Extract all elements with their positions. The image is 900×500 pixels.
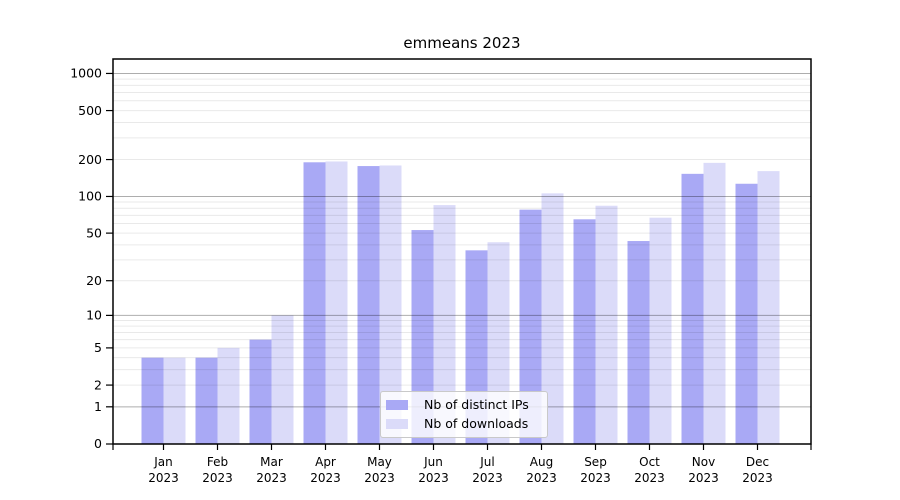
bar-distinct-ips-mar <box>249 339 272 444</box>
x-tick-label-year: 2023 <box>148 471 179 485</box>
bar-distinct-ips-apr <box>303 162 326 445</box>
bar-downloads-dec <box>757 171 780 444</box>
y-axis-tick-label: 50 <box>86 225 102 240</box>
x-tick-label-month: Feb <box>207 455 228 469</box>
x-tick-label-year: 2023 <box>256 471 287 485</box>
x-tick-label-month: Apr <box>315 455 336 469</box>
bar-distinct-ips-feb <box>195 357 218 444</box>
x-tick-label-month: Nov <box>692 455 715 469</box>
x-tick-label-month: Aug <box>530 455 553 469</box>
y-axis-tick-label: 2 <box>94 377 102 392</box>
legend-label-downloads: Nb of downloads <box>424 415 529 431</box>
bar-downloads-may <box>379 165 402 444</box>
bar-distinct-ips-jan <box>141 357 164 444</box>
y-axis-tick-label: 100 <box>78 189 102 204</box>
x-tick-label-year: 2023 <box>364 471 395 485</box>
legend: Nb of distinct IPs Nb of downloads <box>380 391 548 438</box>
x-tick-label-month: Jun <box>423 455 443 469</box>
y-axis-tick-label: 1 <box>94 399 102 414</box>
y-axis-tick-label: 10 <box>86 308 102 323</box>
x-tick-label-year: 2023 <box>634 471 665 485</box>
y-axis-tick-label: 500 <box>78 103 102 118</box>
x-tick-label-month: Jul <box>479 455 494 469</box>
bar-distinct-ips-oct <box>627 241 650 444</box>
y-axis-tick-label: 200 <box>78 152 102 167</box>
bar-downloads-sep <box>595 205 618 444</box>
x-tick-label-year: 2023 <box>418 471 449 485</box>
bar-downloads-nov <box>703 162 726 445</box>
bar-downloads-apr <box>325 161 348 444</box>
x-tick-label-month: Sep <box>584 455 607 469</box>
bar-distinct-ips-nov <box>681 173 704 444</box>
bar-distinct-ips-aug <box>519 209 542 444</box>
x-tick-label-month: Mar <box>260 455 283 469</box>
bar-downloads-feb <box>217 347 240 444</box>
bar-distinct-ips-dec <box>735 183 758 444</box>
y-axis-tick-label: 1000 <box>70 66 102 81</box>
chart-title: emmeans 2023 <box>403 34 521 52</box>
x-tick-label-year: 2023 <box>310 471 341 485</box>
y-axis-tick-label: 0 <box>94 436 102 451</box>
legend-label-distinct-ips: Nb of distinct IPs <box>424 396 529 412</box>
x-tick-label-year: 2023 <box>742 471 773 485</box>
bar-downloads-mar <box>271 315 294 444</box>
plot-frame <box>112 58 812 445</box>
bar-downloads-oct <box>649 217 672 444</box>
bar-downloads-jan <box>163 357 186 444</box>
y-axis-tick-label: 20 <box>86 273 102 288</box>
x-tick-label-year: 2023 <box>688 471 719 485</box>
bar-distinct-ips-jun <box>411 230 434 444</box>
bar-downloads-jun <box>433 205 456 444</box>
x-tick-label-year: 2023 <box>472 471 503 485</box>
bar-downloads-aug <box>541 193 564 444</box>
legend-item-downloads: Nb of downloads <box>386 416 538 431</box>
legend-item-distinct-ips: Nb of distinct IPs <box>386 397 538 412</box>
x-tick-label-year: 2023 <box>526 471 557 485</box>
x-tick-label-month: Jan <box>153 455 173 469</box>
legend-swatch-downloads <box>386 418 408 429</box>
y-axis-tick-label: 5 <box>94 340 102 355</box>
bar-distinct-ips-may <box>357 166 380 444</box>
x-tick-label-year: 2023 <box>580 471 611 485</box>
x-tick-label-year: 2023 <box>202 471 233 485</box>
x-tick-label-month: May <box>367 455 392 469</box>
legend-swatch-distinct-ips <box>386 399 408 410</box>
x-tick-label-month: Oct <box>639 455 660 469</box>
bar-distinct-ips-sep <box>573 219 596 444</box>
x-tick-label-month: Dec <box>746 455 769 469</box>
